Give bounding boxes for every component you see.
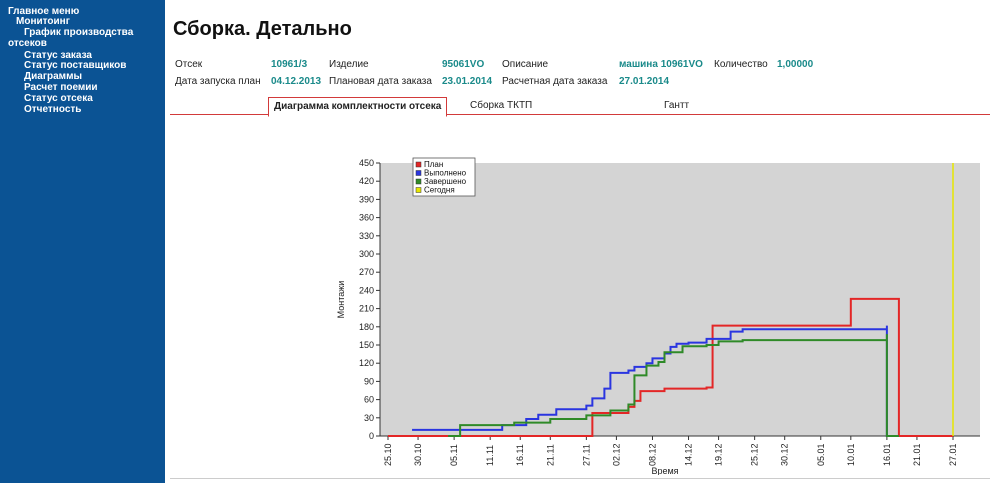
x-tick-label: 14.12 xyxy=(684,443,694,466)
x-tick-label: 27.11 xyxy=(581,444,591,466)
legend-label: План xyxy=(424,160,443,169)
legend-swatch xyxy=(415,178,422,185)
x-tick-label: 30.10 xyxy=(413,443,423,466)
plan-zakaz-label: Плановая дата заказа xyxy=(329,76,432,87)
x-tick-label: 30.12 xyxy=(780,443,790,466)
zapusk-label: Дата запуска план xyxy=(175,76,261,87)
opisanie-label: Описание xyxy=(502,59,549,70)
y-tick-label: 180 xyxy=(359,322,374,332)
y-tick-label: 0 xyxy=(369,431,374,441)
nav-diagrams[interactable]: Диаграммы xyxy=(24,71,83,82)
y-tick-label: 30 xyxy=(364,413,374,423)
legend-swatch xyxy=(415,170,422,176)
x-tick-label: 10.01 xyxy=(846,443,856,466)
y-tick-label: 300 xyxy=(359,249,374,259)
main-content: Сборка. Детально Отсек 10961/3 Изделие 9… xyxy=(165,0,1000,483)
tab-tktp-assembly[interactable]: Сборка ТКТП xyxy=(470,100,533,111)
y-axis-label: Монтажи xyxy=(336,281,346,319)
y-tick-label: 210 xyxy=(359,304,374,314)
x-tick-label: 08.12 xyxy=(647,443,657,466)
series-line-План xyxy=(388,297,953,437)
tab-completeness-diagram[interactable]: Диаграмма комплектности отсека xyxy=(268,97,448,117)
x-tick-label: 05.01 xyxy=(816,443,826,466)
x-tick-label: 19.12 xyxy=(714,443,724,466)
y-tick-label: 390 xyxy=(359,194,374,204)
tab-gantt[interactable]: Гантт xyxy=(664,100,690,111)
y-tick-label: 60 xyxy=(364,395,374,405)
zapusk-value: 04.12.2013 xyxy=(271,76,322,87)
y-tick-label: 120 xyxy=(359,358,374,368)
tabs-underline xyxy=(170,114,990,115)
x-tick-label: 05.11 xyxy=(449,444,459,466)
rasch-zakaz-label: Расчетная дата заказа xyxy=(502,76,608,87)
y-tick-label: 450 xyxy=(359,158,374,168)
x-tick-label: 16.01 xyxy=(882,443,892,466)
y-tick-label: 330 xyxy=(359,231,374,241)
otsek-value: 10961/3 xyxy=(271,59,308,70)
rasch-zakaz-value: 27.01.2014 xyxy=(619,76,670,87)
nav-production-schedule-cont[interactable]: отсеков xyxy=(8,38,47,49)
legend-label: Сегодня xyxy=(424,186,455,195)
nav-section-status[interactable]: Статус отсека xyxy=(24,93,93,104)
x-axis-label: Время xyxy=(651,466,678,475)
y-tick-label: 240 xyxy=(359,285,374,295)
legend-label: Выполнено xyxy=(424,169,467,178)
y-tick-label: 420 xyxy=(359,176,374,186)
x-tick-label: 25.10 xyxy=(383,443,393,466)
nav-supplier-status[interactable]: Статус поставщиков xyxy=(24,60,127,71)
legend-box xyxy=(412,157,476,197)
legend-swatch xyxy=(415,161,422,168)
bottom-divider xyxy=(170,478,990,479)
kolichestvo-label: Количество xyxy=(714,59,768,70)
izdelie-label: Изделие xyxy=(329,59,369,70)
x-tick-label: 21.11 xyxy=(545,444,555,466)
y-tick-label: 150 xyxy=(359,340,374,350)
page-title: Сборка. Детально xyxy=(173,18,352,40)
x-tick-label: 02.12 xyxy=(611,443,621,466)
nav-reports[interactable]: Отчетность xyxy=(24,104,82,115)
y-tick-label: 90 xyxy=(364,376,374,386)
x-tick-label: 27.01 xyxy=(948,443,958,466)
x-tick-label: 25.12 xyxy=(750,443,760,466)
otsek-label: Отсек xyxy=(175,59,203,70)
x-tick-label: 11.11 xyxy=(485,445,495,466)
plan-zakaz-value: 23.01.2014 xyxy=(442,76,493,87)
legend-label: Завершено xyxy=(424,177,467,186)
legend-swatch xyxy=(415,187,422,193)
nav-order-status[interactable]: Статус заказа xyxy=(24,50,92,61)
y-tick-label: 360 xyxy=(359,213,374,223)
completeness-chart: 0 30 60 90 120 150 180 210 240 270 300 330 360 390 420… xyxy=(336,157,980,475)
nav-bonus-calc[interactable]: Расчет поемии xyxy=(24,82,98,93)
opisanie-value: машина 10961VO xyxy=(619,59,703,70)
series-line-Завершено xyxy=(448,334,899,437)
y-tick-label: 270 xyxy=(359,267,374,277)
x-tick-label: 21.01 xyxy=(912,443,922,466)
nav-production-schedule[interactable]: График производства xyxy=(24,27,134,38)
sidebar: Главное меню Монитоинг График производст… xyxy=(0,0,165,483)
x-tick-label: 16.11 xyxy=(515,444,525,466)
izdelie-value: 95061VO xyxy=(442,59,485,70)
kolichestvo-value: 1,00000 xyxy=(777,59,814,70)
nav-main-menu[interactable]: Главное меню xyxy=(8,6,80,17)
nav-monitoring[interactable]: Монитоинг xyxy=(16,16,70,27)
